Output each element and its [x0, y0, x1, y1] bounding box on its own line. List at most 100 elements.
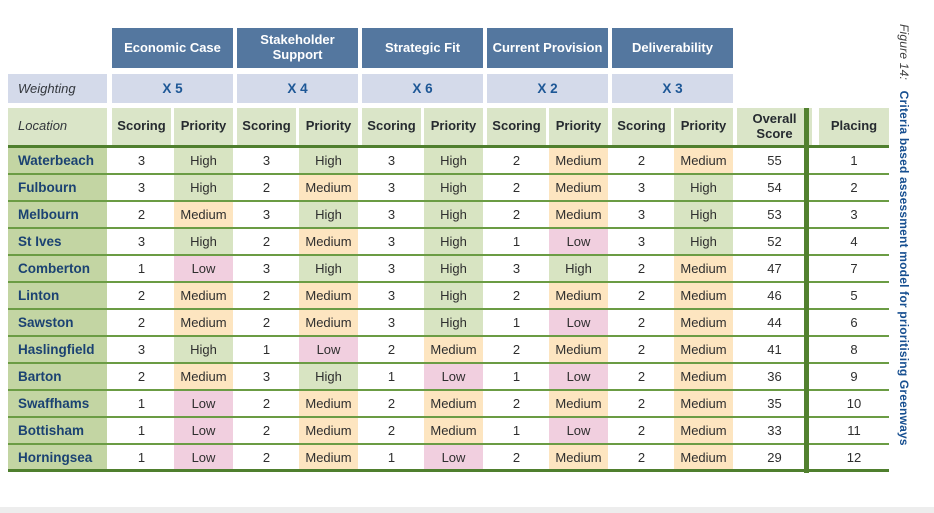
- priority-column-header: Priority: [424, 108, 483, 145]
- priority-cell: High: [674, 202, 733, 227]
- criteria-score-group: 2 Medium: [362, 337, 483, 362]
- location-cell: Bottisham: [8, 418, 107, 443]
- priority-cell: Medium: [674, 256, 733, 281]
- placing-cell: 8: [850, 342, 858, 357]
- criteria-score-group: 2 Medium: [237, 418, 358, 443]
- criteria-header-stakeholder-support: Stakeholder Support: [237, 28, 358, 68]
- priority-cell: Medium: [299, 391, 358, 416]
- priority-cell: High: [299, 256, 358, 281]
- scoring-cell: 2: [637, 449, 646, 465]
- priority-cell: Low: [174, 256, 233, 281]
- weighting-deliverability: X 3: [612, 74, 733, 103]
- scoring-cell: 3: [387, 180, 396, 195]
- overall-score-cell: 35: [767, 396, 782, 411]
- placing-cell: 12: [846, 449, 862, 465]
- scoring-cell: 1: [137, 396, 146, 411]
- priority-cell: Medium: [174, 364, 233, 389]
- criteria-score-group: 1 Low: [487, 364, 608, 389]
- criteria-score-group: 1 Low: [112, 445, 233, 469]
- priority-cell: Medium: [674, 445, 733, 469]
- scoring-cell: 3: [262, 261, 271, 276]
- table-row: Swaffhams 1 Low 2 Medium 2 Medium 2 Medium 2 Mediu…: [8, 391, 889, 418]
- scoring-cell: 3: [137, 234, 146, 249]
- criteria-score-group: 2 Medium: [612, 418, 733, 443]
- scoring-cell: 3: [637, 234, 646, 249]
- priority-cell: High: [174, 148, 233, 173]
- priority-column-header: Priority: [674, 108, 733, 145]
- priority-cell: Low: [549, 418, 608, 443]
- criteria-score-group: 3 High: [362, 256, 483, 281]
- scoring-cell: 2: [637, 369, 646, 384]
- priority-cell: High: [174, 337, 233, 362]
- overall-placing-divider: [804, 108, 809, 473]
- scoring-cell: 2: [262, 423, 271, 438]
- priority-cell: Medium: [674, 310, 733, 335]
- priority-cell: Medium: [424, 337, 483, 362]
- weighting-economic-case: X 5: [112, 74, 233, 103]
- priority-cell: High: [174, 175, 233, 200]
- scoring-cell: 2: [137, 207, 146, 222]
- priority-cell: High: [674, 175, 733, 200]
- criteria-score-group: 3 High: [362, 175, 483, 200]
- overall-score-cell: 29: [767, 449, 782, 465]
- scoring-cell: 3: [637, 180, 646, 195]
- scoring-cell: 2: [262, 180, 271, 195]
- overall-score-cell: 47: [767, 261, 782, 276]
- figure-caption-title: Criteria based assessment model for prio…: [897, 90, 911, 446]
- criteria-score-group: 1 Low: [487, 229, 608, 254]
- criteria-score-group: 3 High: [237, 256, 358, 281]
- scoring-cell: 2: [637, 396, 646, 411]
- scoring-cell: 3: [137, 342, 146, 357]
- table-row: Melbourn 2 Medium 3 High 3 High 2 Medium 3 High 53 3: [8, 202, 889, 229]
- scoring-cell: 2: [262, 396, 271, 411]
- scoring-cell: 2: [387, 423, 396, 438]
- criteria-score-group: 2 Medium: [487, 148, 608, 173]
- weighting-current-provision: X 2: [487, 74, 608, 103]
- priority-cell: Medium: [549, 391, 608, 416]
- criteria-score-group: 3 High: [612, 202, 733, 227]
- criteria-score-group: 2 Medium: [237, 283, 358, 308]
- placing-cell: 2: [850, 180, 858, 195]
- location-cell: Haslingfield: [8, 337, 107, 362]
- priority-cell: Medium: [299, 229, 358, 254]
- placing-cell: 5: [850, 288, 858, 303]
- priority-cell: High: [424, 175, 483, 200]
- scoring-column-header: Scoring: [112, 108, 171, 145]
- scoring-cell: 2: [637, 342, 646, 357]
- scoring-cell: 1: [512, 369, 521, 384]
- criteria-header-current-provision: Current Provision: [487, 28, 608, 68]
- criteria-score-group: 3 High: [237, 202, 358, 227]
- scoring-column-header: Scoring: [487, 108, 546, 145]
- table-row: Comberton 1 Low 3 High 3 High 3 High 2 Medium 47 7: [8, 256, 889, 283]
- criteria-score-group: 2 Medium: [362, 391, 483, 416]
- criteria-score-group: 2 Medium: [612, 445, 733, 469]
- priority-cell: Medium: [674, 283, 733, 308]
- criteria-score-group: 3 High: [362, 310, 483, 335]
- priority-cell: High: [424, 229, 483, 254]
- scoring-cell: 2: [512, 153, 521, 168]
- criteria-score-group: 1 Low: [112, 418, 233, 443]
- criteria-score-group: 3 High: [237, 148, 358, 173]
- placing-cell: 10: [846, 396, 862, 411]
- scoring-cell: 2: [262, 449, 271, 465]
- scoring-cell: 2: [512, 288, 521, 303]
- priority-cell: Medium: [549, 337, 608, 362]
- placing-cell: 3: [850, 207, 858, 222]
- weighting-stakeholder-support: X 4: [237, 74, 358, 103]
- table-row: Bottisham 1 Low 2 Medium 2 Medium 1 Low 2 Medium 33…: [8, 418, 889, 445]
- priority-cell: Low: [549, 364, 608, 389]
- priority-cell: Low: [424, 364, 483, 389]
- priority-column-header: Priority: [174, 108, 233, 145]
- criteria-header-row: Economic Case Stakeholder Support Strate…: [8, 28, 889, 68]
- table-row: St Ives 3 High 2 Medium 3 High 1 Low 3 High 52 4: [8, 229, 889, 256]
- criteria-score-group: 3 High: [487, 256, 608, 281]
- criteria-score-group: 1 Low: [362, 445, 483, 469]
- criteria-score-group: 3 High: [362, 283, 483, 308]
- scoring-cell: 1: [387, 449, 396, 465]
- priority-cell: High: [174, 229, 233, 254]
- priority-cell: Medium: [549, 148, 608, 173]
- table-row: Barton 2 Medium 3 High 1 Low 1 Low 2 Medium 36 9: [8, 364, 889, 391]
- overall-score-column-header: Overall Score: [737, 108, 812, 145]
- criteria-score-group: 3 High: [612, 175, 733, 200]
- placing-cell: 9: [850, 369, 858, 384]
